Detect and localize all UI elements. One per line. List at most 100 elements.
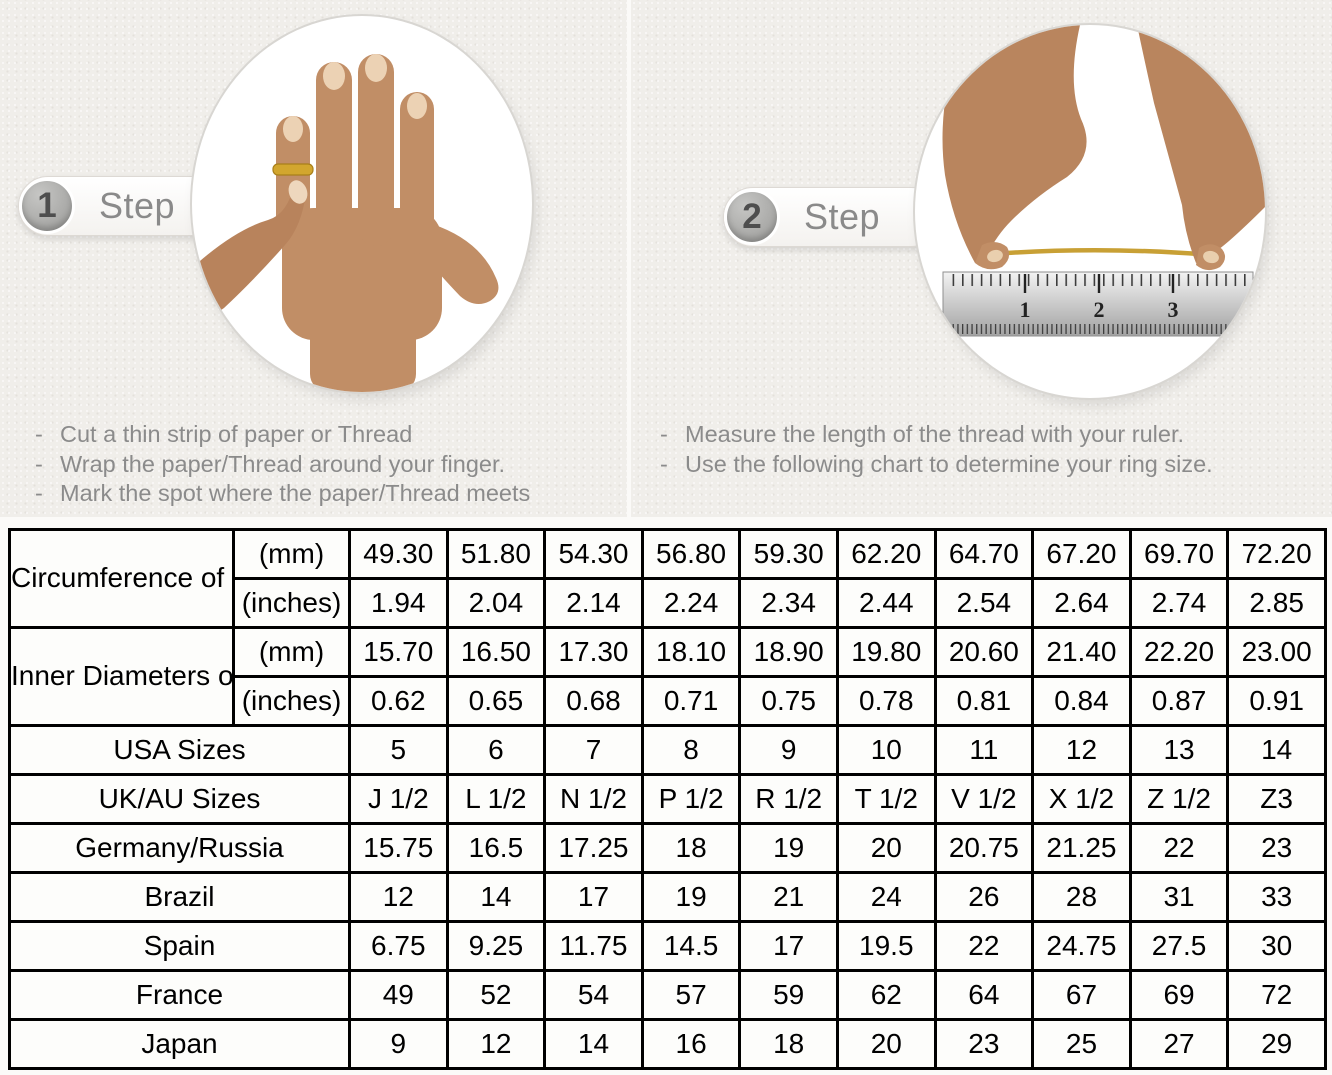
size-value-cell: 10 xyxy=(835,724,937,776)
size-value-cell: 20 xyxy=(835,1018,937,1070)
size-value-cell: 49.30 xyxy=(348,528,449,580)
size-value-cell: 0.84 xyxy=(1031,675,1132,727)
size-value-cell: 18.90 xyxy=(738,626,839,678)
instruction-item: - Measure the length of the thread with y… xyxy=(660,420,1213,450)
size-value-cell: 21.40 xyxy=(1031,626,1132,678)
size-value-cell: 17 xyxy=(738,920,839,972)
gold-ring xyxy=(272,163,314,176)
size-value-cell: 9 xyxy=(738,724,839,776)
size-value-cell: 72.20 xyxy=(1226,528,1327,580)
size-value-cell: 30 xyxy=(1226,920,1327,972)
size-value-cell: 8 xyxy=(640,724,742,776)
size-value-cell: 5 xyxy=(348,724,449,776)
size-value-cell: 19.5 xyxy=(835,920,937,972)
size-value-cell: 21 xyxy=(738,871,839,923)
size-value-cell: T 1/2 xyxy=(835,773,937,825)
size-value-cell: Z3 xyxy=(1226,773,1327,825)
size-value-cell: 19.80 xyxy=(835,626,937,678)
size-value-cell: 14 xyxy=(445,871,547,923)
region-label: USA Sizes xyxy=(8,724,351,776)
size-value-cell: 0.62 xyxy=(348,675,449,727)
size-value-cell: 57 xyxy=(640,969,742,1021)
table-row: Circumference of Your Finger(mm)49.3051.… xyxy=(8,528,1327,629)
bullet-dash: - xyxy=(35,421,43,447)
helper-hand xyxy=(192,184,306,330)
size-value-cell: 22.20 xyxy=(1128,626,1230,678)
size-value-cell: 62 xyxy=(835,969,937,1021)
unit-label: (mm) xyxy=(232,528,351,580)
size-value-cell: 13 xyxy=(1128,724,1230,776)
size-value-cell: 0.78 xyxy=(835,675,937,727)
size-value-cell: 2.74 xyxy=(1128,577,1230,629)
size-value-cell: 6.75 xyxy=(348,920,449,972)
region-label: UK/AU Sizes xyxy=(8,773,351,825)
region-label: Japan xyxy=(8,1018,351,1070)
ring-size-conversion-table: Circumference of Your Finger(mm)49.3051.… xyxy=(8,528,1327,1070)
size-value-cell: X 1/2 xyxy=(1031,773,1132,825)
table-row: France 49 52 54 57 59 62 64 67 69 72 xyxy=(8,969,1327,1021)
size-value-cell: 1.94 xyxy=(348,577,449,629)
region-label: France xyxy=(8,969,351,1021)
size-value-cell: 2.14 xyxy=(543,577,644,629)
size-value-cell: 2.54 xyxy=(933,577,1035,629)
gold-thread xyxy=(992,247,1213,258)
size-value-cell: 51.80 xyxy=(445,528,547,580)
region-label: Spain xyxy=(8,920,351,972)
row-group-label: Circumference of Your Finger xyxy=(8,528,235,629)
size-value-cell: R 1/2 xyxy=(738,773,839,825)
size-value-cell: 49 xyxy=(348,969,449,1021)
size-value-cell: 67.20 xyxy=(1031,528,1132,580)
size-value-cell: 2.64 xyxy=(1031,577,1132,629)
region-label: Germany/Russia xyxy=(8,822,351,874)
size-value-cell: 18 xyxy=(640,822,742,874)
size-value-cell: 22 xyxy=(933,920,1035,972)
instruction-text: Mark the spot where the paper/Thread mee… xyxy=(60,480,531,506)
instruction-text: Wrap the paper/Thread around your finger… xyxy=(60,450,506,477)
size-value-cell: 59.30 xyxy=(738,528,839,580)
bullet-dash: - xyxy=(660,421,668,447)
size-value-cell: 14 xyxy=(1226,724,1327,776)
size-chart-section: Circumference of Your Finger(mm)49.3051.… xyxy=(8,528,1327,1070)
instruction-item: - Mark the spot where the paper/Thread me… xyxy=(35,479,530,509)
size-value-cell: 23 xyxy=(933,1018,1035,1070)
size-value-cell: 2.04 xyxy=(445,577,547,629)
size-value-cell: 20.60 xyxy=(933,626,1035,678)
size-value-cell: 15.75 xyxy=(348,822,449,874)
size-value-cell: 24 xyxy=(835,871,937,923)
size-value-cell: 12 xyxy=(348,871,449,923)
size-value-cell: 54 xyxy=(543,969,644,1021)
table-row: Inner Diameters of Rings(mm)15.7016.5017… xyxy=(8,626,1327,727)
size-value-cell: 64.70 xyxy=(933,528,1035,580)
size-value-cell: 27.5 xyxy=(1128,920,1230,972)
size-value-cell: 6 xyxy=(445,724,547,776)
table-row: Brazil 12 14 17 19 21 24 26 28 31 33 xyxy=(8,871,1327,923)
size-value-cell: 69 xyxy=(1128,969,1230,1021)
table-row: USA Sizes 5 6 7 8 9 10 11 12 13 14 xyxy=(8,724,1327,776)
size-value-cell: 52 xyxy=(445,969,547,1021)
size-value-cell: 9 xyxy=(348,1018,449,1070)
bullet-dash: - xyxy=(35,450,43,477)
size-value-cell: J 1/2 xyxy=(348,773,449,825)
bullet-dash: - xyxy=(35,480,43,506)
step2-badge-label: Step xyxy=(804,196,881,237)
size-value-cell: 7 xyxy=(543,724,644,776)
size-value-cell: 27 xyxy=(1128,1018,1230,1070)
size-value-cell: 16.50 xyxy=(445,626,547,678)
size-value-cell: 17.25 xyxy=(543,822,644,874)
instruction-item: - Cut a thin strip of paper or Thread xyxy=(35,420,530,450)
step1-instructions: - Cut a thin strip of paper or Thread - Wra… xyxy=(35,420,530,509)
step2-badge: 2 Step xyxy=(723,187,941,247)
size-value-cell: 19 xyxy=(738,822,839,874)
size-value-cell: 17.30 xyxy=(543,626,644,678)
svg-text:3: 3 xyxy=(1168,297,1179,322)
size-value-cell: 64 xyxy=(933,969,1035,1021)
size-value-cell: 28 xyxy=(1031,871,1132,923)
size-value-cell: 29 xyxy=(1226,1018,1327,1070)
hand-with-ring-illustration xyxy=(192,54,499,392)
size-value-cell: 25 xyxy=(1031,1018,1132,1070)
size-value-cell: 20.75 xyxy=(933,822,1035,874)
size-value-cell: V 1/2 xyxy=(933,773,1035,825)
region-label: Brazil xyxy=(8,871,351,923)
bullet-dash: - xyxy=(660,450,668,477)
size-value-cell: 21.25 xyxy=(1031,822,1132,874)
